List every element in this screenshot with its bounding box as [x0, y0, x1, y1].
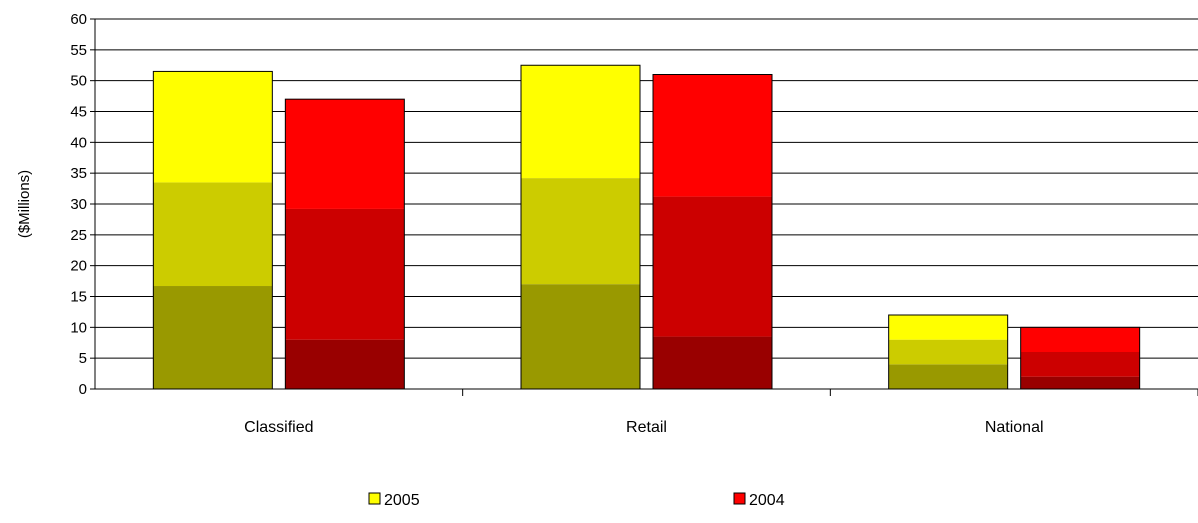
- y-tick-label: 10: [70, 319, 87, 336]
- legend-label: 2005: [384, 492, 420, 509]
- bar-outline: [1020, 326, 1141, 390]
- y-tick-label: 25: [70, 227, 87, 244]
- bar-outline: [152, 70, 273, 390]
- x-tick-label: National: [985, 419, 1044, 436]
- bar-segment: [285, 208, 405, 340]
- bar-segment: [888, 364, 1008, 389]
- y-tick-label: 60: [70, 11, 87, 28]
- bar-segment: [888, 315, 1008, 340]
- y-tick-label: 35: [70, 165, 87, 182]
- y-axis-label: ($Millions): [16, 170, 33, 238]
- bar-segment: [1020, 327, 1140, 352]
- y-tick-label: 5: [79, 350, 87, 367]
- bar-segment: [285, 99, 405, 209]
- bar-segment: [653, 196, 772, 337]
- legend-swatch: [368, 492, 381, 505]
- bar-segment: [653, 74, 772, 197]
- y-tick-label: 45: [70, 104, 87, 121]
- bar-segment: [521, 284, 640, 389]
- y-tick-label: 0: [79, 381, 87, 398]
- bar-segment: [521, 178, 640, 285]
- legend-label: 2004: [749, 492, 785, 509]
- y-tick-label: 30: [70, 196, 87, 213]
- bar-segment: [653, 336, 772, 389]
- bar-segment: [521, 65, 640, 179]
- bar-outline: [652, 74, 773, 390]
- y-tick-label: 50: [70, 73, 87, 90]
- bar-segment: [153, 71, 273, 183]
- legend-swatch: [733, 492, 746, 505]
- bar-outline: [520, 64, 641, 390]
- bar-segment: [1020, 352, 1140, 377]
- bar-segment: [285, 339, 405, 389]
- bar-segment: [888, 339, 1008, 365]
- x-tick-label: Classified: [244, 419, 313, 436]
- bar-outline: [888, 314, 1009, 390]
- y-tick-label: 15: [70, 289, 87, 306]
- y-tick-label: 40: [70, 134, 87, 151]
- y-tick-label: 20: [70, 258, 87, 275]
- bar-segment: [153, 286, 273, 389]
- bar-segment: [1020, 376, 1140, 389]
- bar-segment: [153, 182, 273, 287]
- bar-outline: [284, 98, 405, 390]
- y-tick-label: 55: [70, 42, 87, 59]
- x-tick-label: Retail: [626, 419, 667, 436]
